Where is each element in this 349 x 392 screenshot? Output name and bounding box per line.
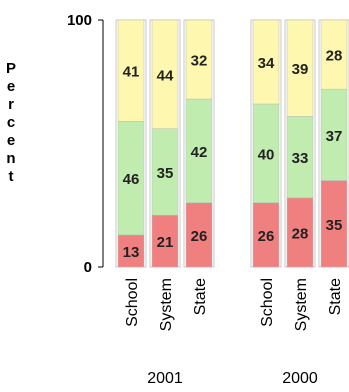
data-label: 42 [191, 144, 208, 161]
bar-segment [252, 103, 280, 204]
bar-segment [286, 197, 314, 268]
category-label: School [124, 278, 141, 327]
data-label: 39 [292, 61, 309, 78]
bar-segment [117, 19, 145, 122]
data-label: 32 [191, 53, 208, 70]
bar-segment [286, 116, 314, 199]
bar-segment [151, 19, 179, 129]
bar-segment [185, 19, 213, 100]
category-label: System [293, 278, 310, 331]
category-label: State [327, 278, 344, 315]
bar-segment [185, 202, 213, 268]
data-label: 21 [157, 234, 174, 251]
data-label: 35 [157, 165, 174, 182]
category-label: State [192, 278, 209, 315]
data-label: 26 [258, 228, 275, 245]
bar-segment [252, 19, 280, 105]
data-label: 28 [326, 48, 343, 65]
data-label: 41 [123, 64, 140, 81]
data-label: 35 [326, 217, 343, 234]
data-label: 26 [191, 228, 208, 245]
bar-segment [320, 88, 348, 181]
data-label: 46 [123, 171, 140, 188]
bar-segment [286, 19, 314, 117]
bar-segment [117, 121, 145, 236]
data-label: 40 [258, 146, 275, 163]
data-label: 34 [258, 55, 275, 72]
y-tick-label: 100 [67, 12, 92, 29]
category-label: System [158, 278, 175, 331]
bar-segment [320, 19, 348, 90]
data-label: 37 [326, 128, 343, 145]
data-label: 13 [123, 244, 140, 261]
bar-segment [151, 128, 179, 216]
bar-segment [185, 98, 213, 204]
bar-segment [151, 214, 179, 268]
group-label: 2001 [147, 370, 183, 387]
bar-segment [320, 180, 348, 268]
group-label: 2000 [282, 370, 318, 387]
data-label: 33 [292, 150, 309, 167]
data-label: 28 [292, 225, 309, 242]
bar-segment [252, 202, 280, 268]
category-label: School [259, 278, 276, 327]
data-label: 44 [157, 67, 174, 84]
y-tick-label: 0 [84, 259, 92, 276]
